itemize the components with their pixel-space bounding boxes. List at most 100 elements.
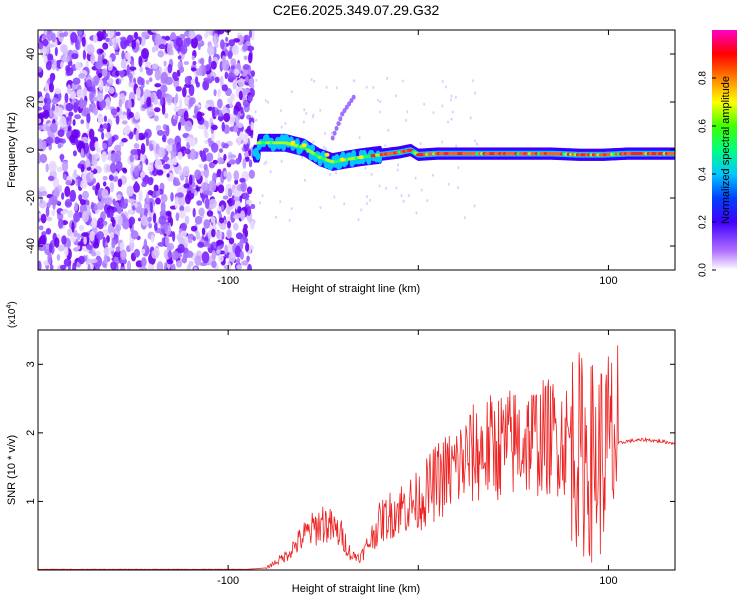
noise-blob [216,108,220,115]
noise-blob [205,99,214,105]
noise-blob [177,151,183,160]
noise-blob [189,148,196,161]
noise-blob [143,238,148,251]
noise-blob [248,169,255,179]
noise-blob [104,33,108,38]
signal-hotspot [324,152,330,157]
noise-blob [154,159,163,170]
noise-blob [38,106,43,111]
noise-blob [191,55,195,61]
noise-blob [68,111,74,117]
noise-blob [141,256,147,268]
noise-blob [249,220,255,230]
secondary-feature-blob [338,116,343,122]
noise-blob [86,166,92,171]
faint-blob [469,116,472,120]
faint-blob [312,140,315,144]
noise-blob [146,68,153,76]
noise-blob [226,261,232,270]
noise-blob [103,246,112,257]
noise-blob [102,220,108,226]
faint-blob [322,145,325,149]
noise-blob [207,242,211,248]
noise-blob [214,76,220,84]
noise-blob [129,154,134,163]
noise-blob [86,113,91,124]
noise-blob [38,225,44,231]
noise-blob [83,86,88,99]
noise-blob [155,197,161,205]
noise-blob [161,134,166,143]
noise-blob [228,237,235,245]
noise-blob [177,55,182,60]
colorbar-gradient [712,30,737,270]
noise-blob [91,217,98,228]
noise-blob [242,43,248,52]
noise-blob [128,72,133,83]
faint-blob [275,215,278,219]
noise-blob [113,37,117,50]
noise-blob [45,136,54,145]
noise-blob [131,39,137,50]
noise-blob [73,212,81,223]
noise-blob [93,33,98,44]
noise-blob [112,175,119,182]
colorbar: 0.0 0.2 0.4 0.6 0.8 Normalized spectral ampl… [698,30,737,277]
noise-blob [74,202,79,212]
noise-blob [138,56,143,68]
snr-axis-ticks: -100 100 1 2 3 [25,330,675,587]
noise-blob [78,224,85,232]
noise-blob [237,137,242,146]
faint-blob [472,79,475,83]
faint-blob [303,108,306,112]
faint-blob [372,86,375,90]
faint-blob [379,100,382,104]
noise-blob [205,120,209,130]
faint-blob [419,142,422,146]
noise-blob [147,263,153,270]
noise-blob [151,63,159,70]
spectrogram-y-tick-label: 0 [25,147,37,153]
noise-blob [75,61,82,71]
noise-blob [118,70,126,75]
noise-blob [110,152,119,164]
faint-blob [378,184,381,188]
noise-blob [134,166,140,177]
noise-blob [147,176,154,186]
noise-blob [54,46,58,57]
noise-blob [102,42,109,50]
noise-blob [212,221,216,232]
colorbar-tick-label: 0.8 [698,71,709,85]
spectrogram-x-tick-label: 100 [599,275,617,287]
noise-blob [61,235,67,245]
faint-blob [264,99,267,103]
signal-band-mid [366,156,372,165]
noise-blob [164,112,169,119]
noise-blob [112,198,116,205]
snr-multiplier-label: (x104) [6,301,18,328]
noise-blob [146,96,152,107]
noise-blob [45,163,49,173]
noise-blob [243,142,250,152]
noise-blob [163,60,167,67]
noise-blob [206,79,213,84]
noise-blob [159,210,165,216]
signal-band-mid [281,142,287,151]
noise-blob [72,150,77,157]
noise-blob [153,107,161,113]
noise-blob [67,120,72,126]
noise-blob [71,53,79,60]
faint-blob [447,182,450,186]
noise-blob [244,75,249,83]
secondary-feature-blob [342,108,347,114]
noise-blob [183,205,191,213]
noise-blob [233,170,240,181]
noise-blob [235,213,242,219]
snr-multiplier-close: ) [7,301,18,304]
noise-blob [71,221,75,233]
noise-blob [86,43,95,55]
noise-blob [248,30,253,39]
noise-blob [233,124,239,133]
noise-blob [165,76,174,86]
